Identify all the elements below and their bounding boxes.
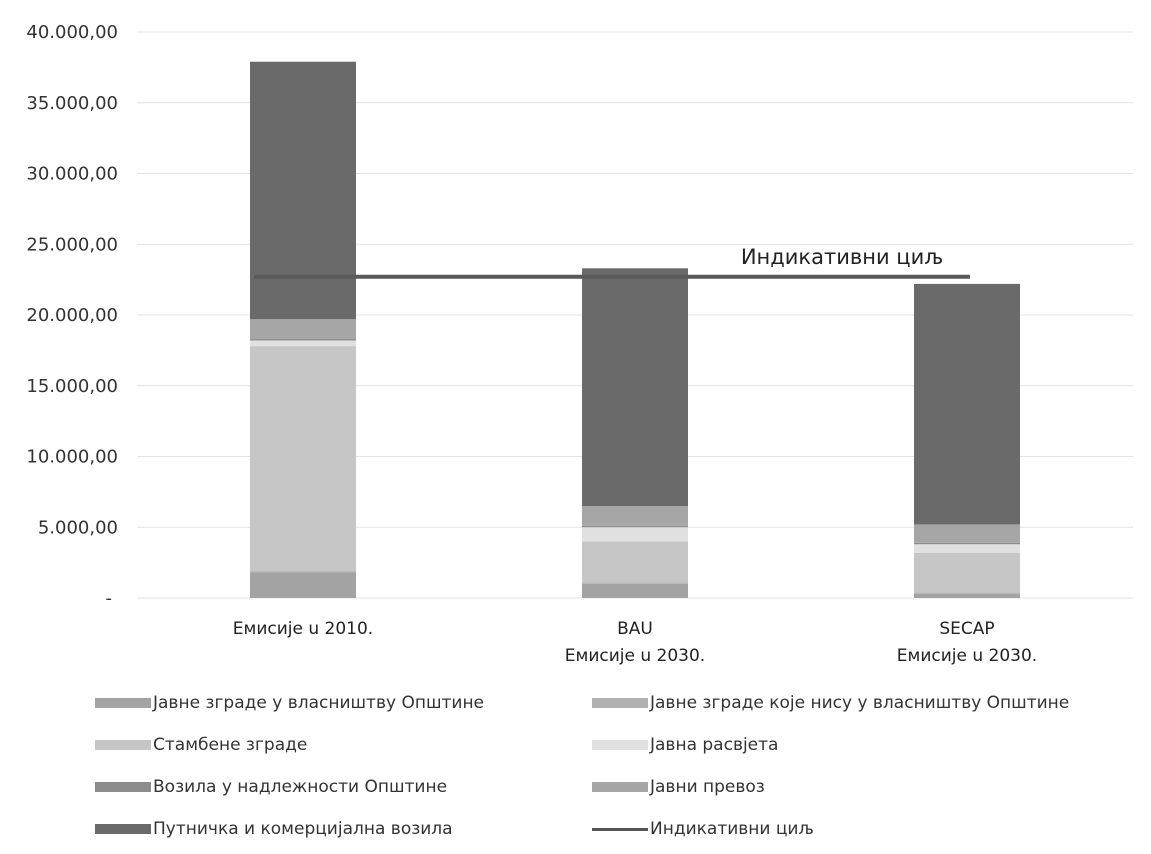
- x-category-label: Емисије u 2030.: [565, 646, 705, 666]
- bar-segment: [582, 525, 688, 528]
- legend-swatch-line: [592, 827, 648, 831]
- bar-segment: [914, 593, 1020, 598]
- x-category-label: SECAP: [939, 619, 994, 639]
- legend-item: Возила у надлежности Општине: [95, 772, 592, 802]
- bar-segment: [582, 541, 688, 583]
- chart-legend: Јавне зграде у власништву Општине Јавне …: [95, 688, 1135, 844]
- legend-item: Јавне зграде у власништву Општине: [95, 688, 592, 718]
- bar-segment: [914, 283, 1020, 525]
- bar-segment: [250, 61, 356, 320]
- y-tick-label: 25.000,00: [26, 234, 118, 255]
- bar-segment: [250, 346, 356, 572]
- legend-label: Јавна расвјета: [650, 735, 779, 755]
- legend-label: Стамбене зграде: [153, 735, 308, 755]
- legend-label: Јавни превоз: [650, 777, 765, 797]
- legend-item: Јавна расвјета: [592, 730, 1092, 760]
- y-tick-label: -: [106, 588, 113, 609]
- y-tick-label: 20.000,00: [26, 305, 118, 326]
- y-tick-label: 15.000,00: [26, 376, 118, 397]
- bar-segment: [914, 544, 1020, 553]
- legend-label: Јавне зграде које нису у власништву Општ…: [650, 693, 1070, 713]
- legend-swatch: [95, 740, 151, 750]
- legend-swatch: [592, 740, 648, 750]
- y-tick-label: 40.000,00: [26, 22, 118, 43]
- stacked-bar-chart: - 5.000,00 10.000,00 15.000,00 20.000,00 25.0…: [26, 22, 1133, 666]
- x-category-label: BAU: [617, 619, 653, 639]
- legend-swatch: [592, 698, 648, 708]
- y-tick-label: 35.000,00: [26, 93, 118, 114]
- legend-swatch: [95, 824, 151, 834]
- y-tick-label: 10.000,00: [26, 447, 118, 468]
- legend-swatch: [95, 782, 151, 792]
- bar-segment: [250, 571, 356, 573]
- bar-segment: [582, 582, 688, 584]
- legend-item: Индикативни циљ: [592, 814, 1092, 844]
- legend-item: Путничка и комерцијална возила: [95, 814, 592, 844]
- bar-segment: [250, 339, 356, 341]
- bar-segment: [582, 583, 688, 598]
- legend-swatch: [95, 698, 151, 708]
- y-tick-label: 30.000,00: [26, 164, 118, 185]
- legend-label: Путничка и комерцијална возила: [153, 819, 453, 839]
- legend-item: Јавни превоз: [592, 772, 1092, 802]
- target-label: Индикативни циљ: [741, 245, 943, 269]
- bar-segment: [250, 340, 356, 347]
- legend-label: Индикативни циљ: [650, 819, 814, 839]
- legend-item: Јавне зграде које нису у власништву Општ…: [592, 688, 1092, 718]
- bar-segment: [250, 572, 356, 598]
- bar-segment: [914, 552, 1020, 593]
- legend-label: Јавне зграде у власништву Општине: [153, 693, 485, 713]
- legend-label: Возила у надлежности Општине: [153, 777, 448, 797]
- bar-segment: [914, 542, 1020, 545]
- bar-segment: [582, 506, 688, 526]
- bar-segment: [914, 524, 1020, 543]
- bar-segment: [582, 268, 688, 507]
- bar-segment: [582, 527, 688, 542]
- legend-item: Стамбене зграде: [95, 730, 592, 760]
- bar-segment: [250, 319, 356, 340]
- bar-segment: [914, 592, 1020, 594]
- x-category-label: Емисије u 2030.: [897, 646, 1037, 666]
- legend-swatch: [592, 782, 648, 792]
- x-category-label: Емисије u 2010.: [233, 619, 373, 639]
- y-tick-label: 5.000,00: [38, 517, 118, 538]
